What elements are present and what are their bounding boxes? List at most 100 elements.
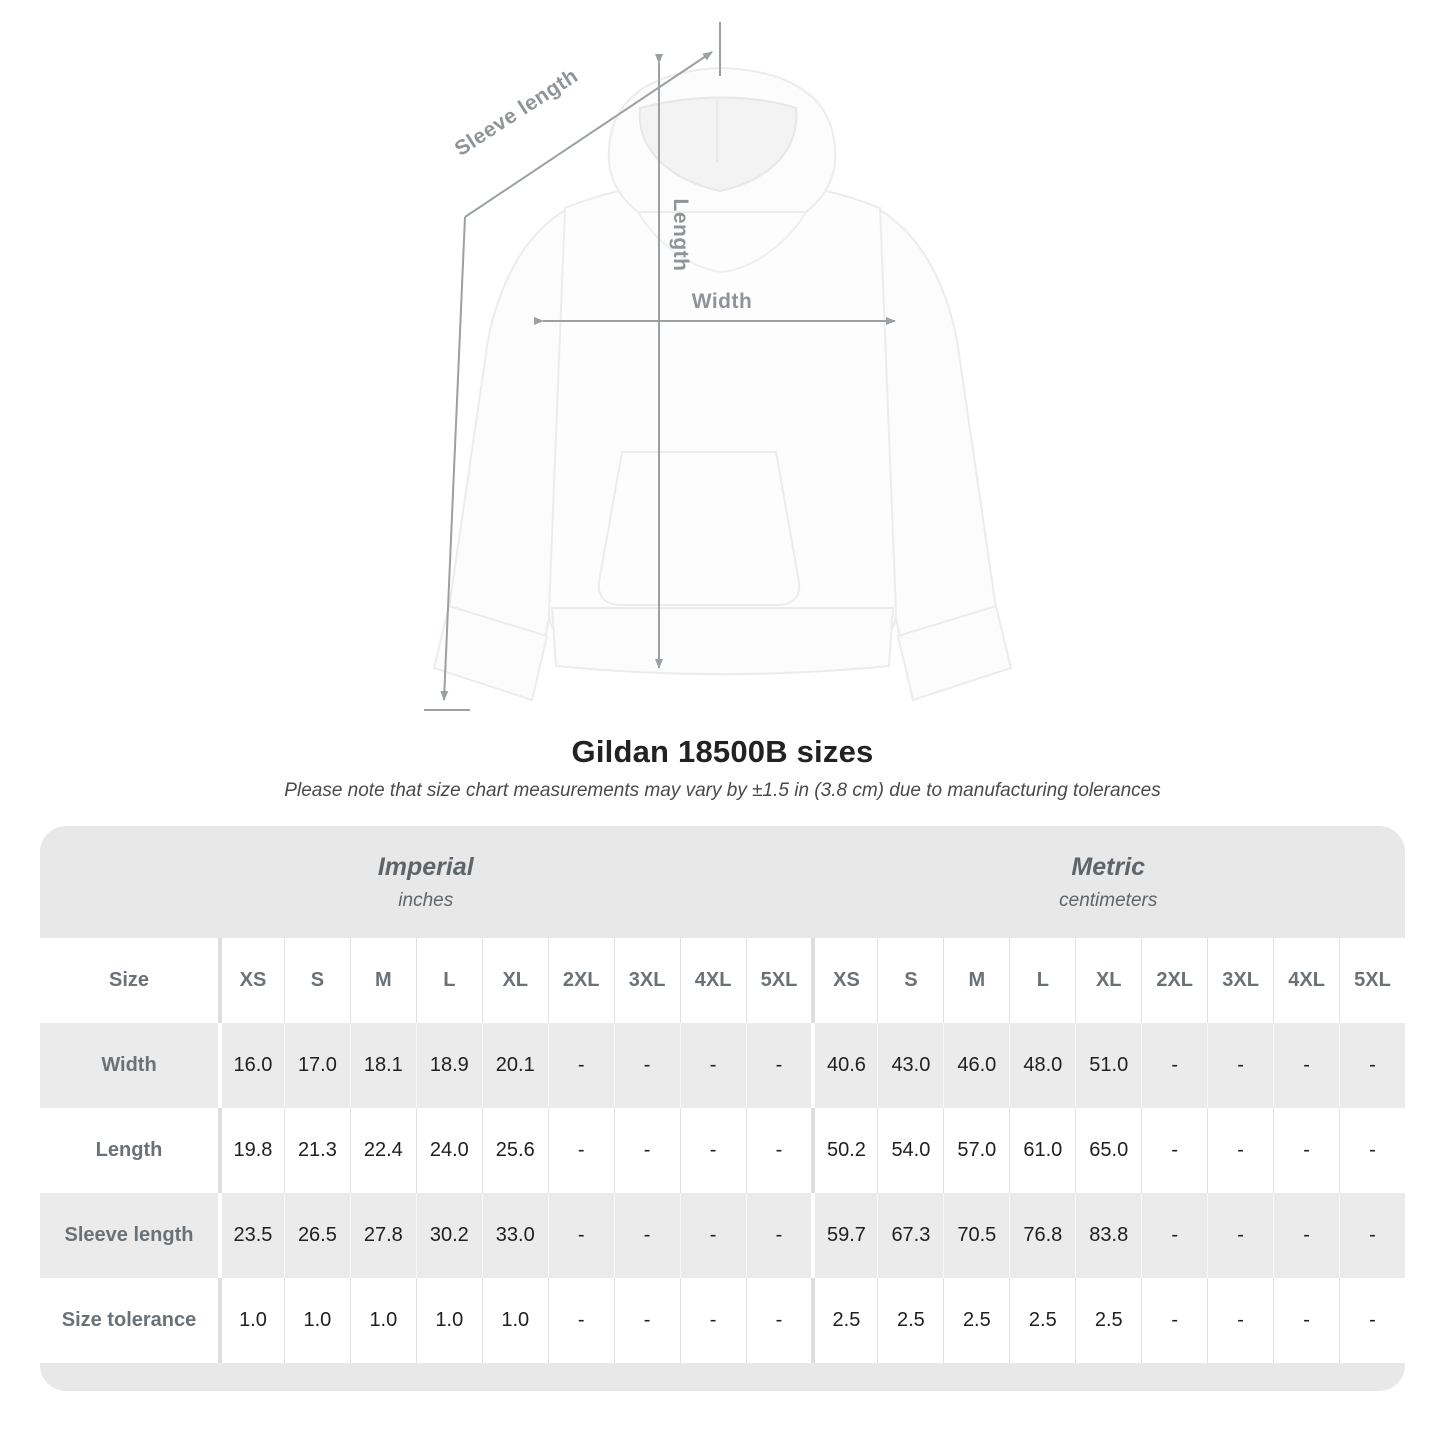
length-label: Length [669,199,692,272]
cell-metric: - [1273,1108,1339,1193]
imperial-unit: inches [398,889,454,911]
imperial-section-header: Imperial inches [40,826,812,938]
cell-imperial: 26.5 [283,1193,350,1278]
hoodie-illustration: Sleeve length Length Width [424,22,1013,711]
page-title: Gildan 18500B sizes [571,734,874,769]
col-header-metric-s: S [877,938,943,1023]
cell-metric: - [1141,1108,1207,1193]
cell-metric: - [1207,1193,1273,1278]
row-label: Sleeve length [64,1224,194,1246]
table-row-width: Width 16.0 17.0 18.1 18.9 20.1- - - -40.6 43.0 46.… [40,1023,1405,1108]
cell-metric: - [1207,1108,1273,1193]
metric-title: Metric [1071,852,1146,881]
cell-imperial: 1.0 [481,1278,548,1363]
size-column-header: Size [108,969,150,991]
cell-imperial: 27.8 [349,1193,416,1278]
width-label: Width [692,290,753,313]
cell-metric: 54.0 [877,1108,943,1193]
unit-header-band: Imperial inches Metric centimeters [40,826,1405,938]
table-row-length: Length 19.8 21.3 22.4 24.0 25.6- - - -50.2 54.0 57… [40,1108,1405,1193]
cell-metric: - [1339,1108,1405,1193]
cell-imperial: 25.6 [481,1108,548,1193]
col-header-metric-5xl: 5XL [1339,938,1405,1023]
cell-metric: - [1273,1023,1339,1108]
cell-imperial: - [613,1023,680,1108]
cell-metric: 2.5 [811,1278,877,1363]
cell-imperial: 20.1 [481,1023,548,1108]
cell-metric: - [1273,1193,1339,1278]
col-header-metric-l: L [1009,938,1075,1023]
size-table: Size XS S M L XL 2XL 3XL 4XL 5XL XS S M L XL 2XL 3XL 4XL 5… [40,938,1405,1363]
cell-metric: 76.8 [1009,1193,1075,1278]
tolerance-note: Please note that size chart measurements… [284,780,1161,801]
cell-metric: 48.0 [1009,1023,1075,1108]
col-header-imperial-5xl: 5XL [745,938,812,1023]
col-header-imperial-3xl: 3XL [613,938,680,1023]
cell-metric: - [1141,1023,1207,1108]
cell-imperial: - [547,1278,614,1363]
cell-imperial: - [613,1193,680,1278]
hoodie-measurement-diagram: Sleeve length Length Width [0,0,1445,718]
row-label: Length [95,1139,163,1161]
cell-imperial: 18.1 [349,1023,416,1108]
cell-metric: - [1339,1278,1405,1363]
cell-metric: - [1207,1023,1273,1108]
col-header-metric-4xl: 4XL [1273,938,1339,1023]
cell-metric: 46.0 [943,1023,1009,1108]
cell-imperial: 30.2 [415,1193,482,1278]
cell-imperial: - [547,1023,614,1108]
cell-metric: 65.0 [1075,1108,1141,1193]
cell-metric: 43.0 [877,1023,943,1108]
col-header-metric-3xl: 3XL [1207,938,1273,1023]
metric-section-header: Metric centimeters [812,826,1406,938]
cell-metric: 51.0 [1075,1023,1141,1108]
cell-imperial: 33.0 [481,1193,548,1278]
col-header-imperial-2xl: 2XL [547,938,614,1023]
cell-imperial: - [547,1193,614,1278]
cell-imperial: 1.0 [283,1278,350,1363]
row-label: Size tolerance [61,1309,197,1331]
cell-metric: - [1339,1193,1405,1278]
col-header-imperial-s: S [283,938,350,1023]
cell-metric: 2.5 [943,1278,1009,1363]
col-header-metric-2xl: 2XL [1141,938,1207,1023]
cell-imperial: - [547,1108,614,1193]
cell-metric: - [1273,1278,1339,1363]
cell-imperial: 17.0 [283,1023,350,1108]
cell-imperial: - [679,1023,746,1108]
cell-imperial: - [679,1278,746,1363]
size-header-row: Size XS S M L XL 2XL 3XL 4XL 5XL XS S M L XL 2XL 3XL 4XL 5… [40,938,1405,1023]
cell-imperial: 21.3 [283,1108,350,1193]
cell-metric: - [1141,1193,1207,1278]
cell-metric: 50.2 [811,1108,877,1193]
col-header-metric-xl: XL [1075,938,1141,1023]
card-footer-band [40,1363,1405,1391]
cell-imperial: 19.8 [218,1108,284,1193]
cell-imperial: 24.0 [415,1108,482,1193]
col-header-imperial-m: M [349,938,416,1023]
cell-metric: 67.3 [877,1193,943,1278]
cell-metric: - [1339,1023,1405,1108]
cell-metric: 2.5 [877,1278,943,1363]
cell-metric: 40.6 [811,1023,877,1108]
hoodie-graphic [432,66,1013,702]
sleeve-length-arrow-upper [464,51,713,218]
measurement-arrows [424,22,896,711]
cell-imperial: - [745,1108,812,1193]
cell-imperial: 22.4 [349,1108,416,1193]
row-label: Width [101,1054,157,1076]
imperial-title: Imperial [377,852,474,881]
cell-imperial: - [745,1193,812,1278]
table-row-sleeve-length: Sleeve length 23.5 26.5 27.8 30.2 33.0- - - -59.… [40,1193,1405,1278]
col-header-metric-xs: XS [811,938,877,1023]
cell-imperial: 16.0 [218,1023,284,1108]
col-header-imperial-4xl: 4XL [679,938,746,1023]
col-header-imperial-xs: XS [218,938,284,1023]
cell-imperial: - [613,1108,680,1193]
cell-imperial: - [745,1278,812,1363]
cell-imperial: - [679,1193,746,1278]
sleeve-length-arrow-lower [440,216,466,701]
cell-imperial: 1.0 [218,1278,284,1363]
cell-imperial: - [613,1278,680,1363]
cell-metric: 61.0 [1009,1108,1075,1193]
